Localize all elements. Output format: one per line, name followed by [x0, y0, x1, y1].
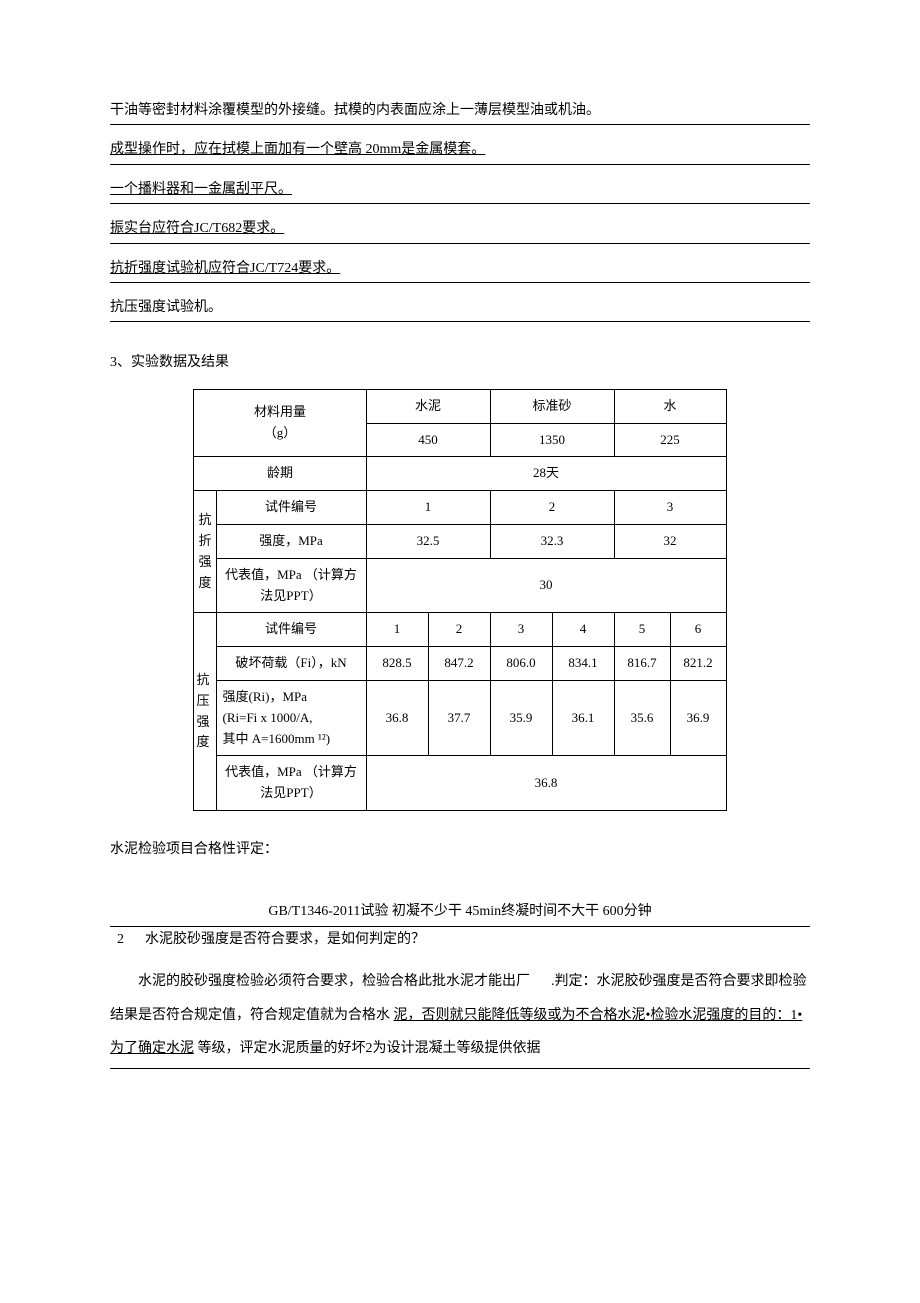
flex-s-2: 32.3: [490, 524, 614, 558]
comp-no-4: 4: [552, 613, 614, 647]
q2-prefix: 2: [110, 932, 124, 947]
comp-load-2: 847.2: [428, 647, 490, 681]
paragraph-2: 成型操作时，应在拭模上面加有一个壁高 20mm是金属模套。: [110, 139, 810, 164]
val-cement: 450: [366, 423, 490, 457]
flex-rep-label: 代表值，MPa （计算方法见PPT）: [216, 558, 366, 613]
paragraph-5-text: 抗折强度试验机应符合JC/T724要求。: [110, 261, 340, 276]
ri-label-1: 强度(Ri)，MPa: [223, 687, 362, 708]
flex-s-3: 32: [614, 524, 726, 558]
head-water: 水: [614, 389, 726, 423]
comp-spec-no-label: 试件编号: [216, 613, 366, 647]
table-row: 抗 折 强 度 试件编号 1 2 3: [194, 491, 726, 525]
comp-no-6: 6: [670, 613, 726, 647]
comp-load-1: 828.5: [366, 647, 428, 681]
paragraph-5: 抗折强度试验机应符合JC/T724要求。: [110, 258, 810, 283]
table-row: 强度，MPa 32.5 32.3 32: [194, 524, 726, 558]
question-2: 2 水泥胶砂强度是否符合要求，是如何判定的？: [110, 926, 810, 951]
val-sand: 1350: [490, 423, 614, 457]
load-label: 破坏荷载（Fi），kN: [216, 647, 366, 681]
flex-no-2: 2: [490, 491, 614, 525]
comp-no-1: 1: [366, 613, 428, 647]
ans-seg1: 判定：水: [555, 974, 611, 989]
comp-s-2: 37.7: [428, 680, 490, 755]
ans-seg4: 量的好坏2为设计混凝土等级提供依据: [310, 1041, 541, 1056]
table-row: 代表值，MPa （计算方法见PPT） 36.8: [194, 756, 726, 811]
comp-no-5: 5: [614, 613, 670, 647]
head-sand: 标准砂: [490, 389, 614, 423]
eval-heading: 水泥检验项目合格性评定：: [110, 839, 810, 861]
comp-s-4: 36.1: [552, 680, 614, 755]
comp-load-5: 816.7: [614, 647, 670, 681]
paragraph-4-text: 振实台应符合JC/T682要求。: [110, 221, 284, 236]
comp-no-2: 2: [428, 613, 490, 647]
paragraph-3-text: 一个播料器和一金属刮平尺。: [110, 182, 292, 197]
age-label: 龄期: [194, 457, 366, 491]
answer-body: 水泥的胶砂强度检验必须符合要求，检验合格此批水泥才能出厂 .判定：水泥胶砂强度是…: [110, 965, 810, 1069]
table-row: 抗压强度 试件编号 1 2 3 4 5 6: [194, 613, 726, 647]
comp-no-3: 3: [490, 613, 552, 647]
table-row: 材料用量 （g） 水泥 标准砂 水: [194, 389, 726, 423]
paragraph-3: 一个播料器和一金属刮平尺。: [110, 179, 810, 204]
flex-section-label: 抗 折 强 度: [194, 491, 216, 613]
head-cement: 水泥: [366, 389, 490, 423]
flex-no-1: 1: [366, 491, 490, 525]
ans-pre: 水泥的胶砂强度检验必须符合要求，检验合格此批水泥才能出厂: [138, 974, 530, 989]
paragraph-1: 干油等密封材料涂覆模型的外接缝。拭模的内表面应涂上一薄层模型油或机油。: [110, 100, 810, 125]
flex-no-3: 3: [614, 491, 726, 525]
table-row: 代表值，MPa （计算方法见PPT） 30: [194, 558, 726, 613]
comp-s-1: 36.8: [366, 680, 428, 755]
val-water: 225: [614, 423, 726, 457]
ans-u1: 泥，否则就: [394, 1008, 464, 1023]
comp-section-label: 抗压强度: [194, 613, 216, 811]
comp-load-3: 806.0: [490, 647, 552, 681]
table-row: 龄期 28天: [194, 457, 726, 491]
flex-rep-value: 30: [366, 558, 726, 613]
q2-text: 水泥胶砂强度是否符合要求，是如何判定的？: [145, 932, 425, 947]
spec-no-label: 试件编号: [216, 491, 366, 525]
comp-load-4: 834.1: [552, 647, 614, 681]
comp-load-6: 821.2: [670, 647, 726, 681]
material-unit: （g）: [198, 423, 361, 444]
flex-s-1: 32.5: [366, 524, 490, 558]
strength-mpa-label: 强度，MPa: [216, 524, 366, 558]
ri-label-2: (Ri=Fi x 1000/A,: [223, 708, 362, 729]
ri-label-3: 其中 A=1600mm ¹²): [223, 729, 362, 750]
comp-rep-label: 代表值，MPa （计算方法见PPT）: [216, 756, 366, 811]
paragraph-2-text: 成型操作时，应在拭模上面加有一个壁高 20mm是金属模套。: [110, 142, 485, 157]
table-row: 强度(Ri)，MPa (Ri=Fi x 1000/A, 其中 A=1600mm …: [194, 680, 726, 755]
data-table: 材料用量 （g） 水泥 标准砂 水 450 1350 225 龄期 28天 抗 …: [193, 389, 726, 811]
table-row: 破坏荷载（Fi），kN 828.5 847.2 806.0 834.1 816.…: [194, 647, 726, 681]
comp-s-5: 35.6: [614, 680, 670, 755]
ans-dot: .: [530, 974, 555, 989]
comp-s-3: 35.9: [490, 680, 552, 755]
paragraph-4: 振实台应符合JC/T682要求。: [110, 218, 810, 243]
head-material: 材料用量 （g）: [194, 389, 366, 457]
age-value: 28天: [366, 457, 726, 491]
comp-rep-value: 36.8: [366, 756, 726, 811]
section-3-head: 3、实验数据及结果: [110, 352, 810, 374]
gb-line: GB/T1346-2011试验 初凝不少干 45min终凝时间不大干 600分钟: [110, 901, 810, 926]
ri-label: 强度(Ri)，MPa (Ri=Fi x 1000/A, 其中 A=1600mm …: [216, 680, 366, 755]
paragraph-6: 抗压强度试验机。: [110, 297, 810, 322]
ans-seg3: 等级，评定水泥质: [194, 1041, 310, 1056]
comp-s-6: 36.9: [670, 680, 726, 755]
material-label: 材料用量: [198, 402, 361, 423]
